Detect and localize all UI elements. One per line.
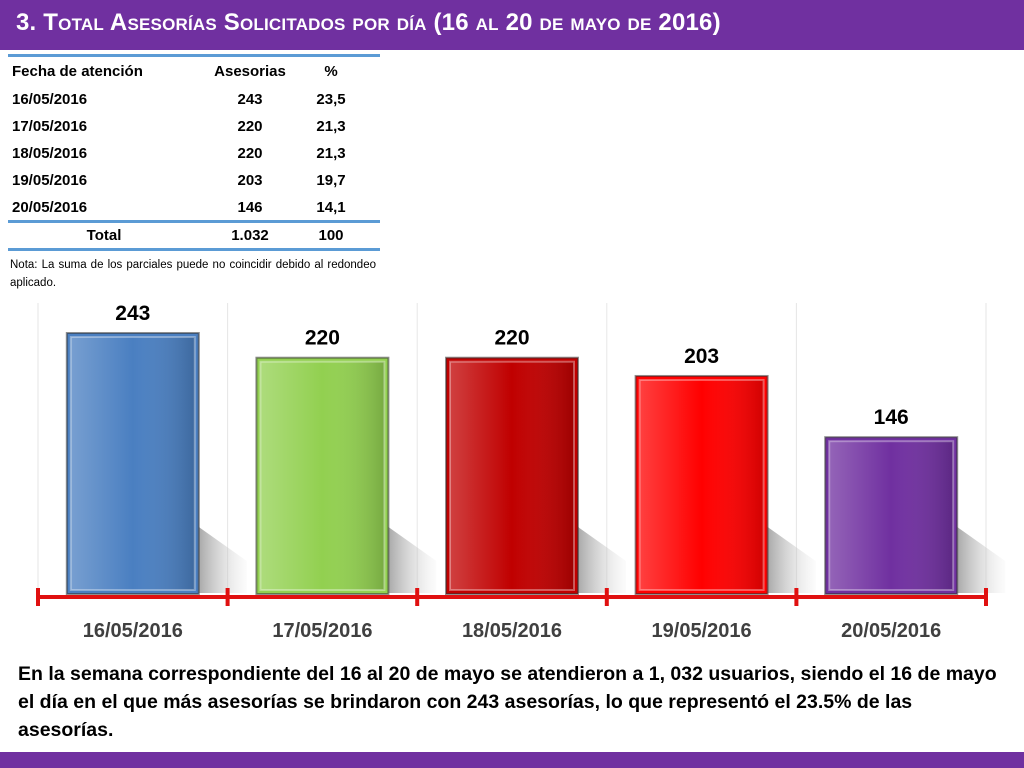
summary-table: Fecha de atención Asesorias % 16/05/2016… [8,54,380,251]
cell-percent: 21,3 [316,145,346,162]
cell-date: 17/05/2016 [12,118,88,135]
category-label: 20/05/2016 [841,620,941,642]
table-row: 20/05/2016 146 14,1 [8,193,380,220]
header-fecha: Fecha de atención [12,63,143,80]
category-label: 16/05/2016 [83,620,183,642]
bar-bevel [638,378,765,591]
cell-date: 19/05/2016 [12,172,88,189]
page-title: 3. Total Asesorías Solicitados por día (… [16,9,721,36]
total-count: 1.032 [231,227,269,244]
total-percent: 100 [318,227,344,244]
bar-chart: 243 16/05/2016 220 17/05/2016 220 18/05/2016 2… [36,302,1006,642]
data-label: 203 [684,345,719,368]
cell-date: 16/05/2016 [12,91,88,108]
bar-shadow [578,527,626,593]
cell-date: 20/05/2016 [12,199,88,216]
table-total-row: Total 1.032 100 [8,220,380,251]
data-label: 220 [305,327,340,350]
bar-shadow [957,527,1006,593]
table-row: 18/05/2016 220 21,3 [8,139,380,166]
bottom-bar [0,752,1024,768]
cell-count: 220 [237,145,263,162]
cell-percent: 23,5 [316,91,346,108]
bar-shadow [767,527,816,593]
data-label: 243 [115,302,150,325]
data-label: 146 [874,406,909,429]
category-label: 19/05/2016 [652,620,752,642]
data-label: 220 [494,327,529,350]
category-label: 18/05/2016 [462,620,562,642]
cell-percent: 14,1 [316,199,346,216]
cell-count: 146 [237,199,263,216]
bar-bevel [828,440,955,591]
category-label: 17/05/2016 [272,620,372,642]
summary-paragraph: En la semana correspondiente del 16 al 2… [18,663,997,741]
table-header-row: Fecha de atención Asesorias % [8,54,380,85]
header-percent: % [324,63,338,80]
cell-percent: 21,3 [316,118,346,135]
cell-date: 18/05/2016 [12,145,88,162]
header-asesorias: Asesorias [214,63,286,80]
cell-count: 220 [237,118,263,135]
bar-shadow [388,527,437,593]
title-bar: 3. Total Asesorías Solicitados por día (… [0,0,1024,50]
cell-count: 203 [237,172,263,189]
bar-shadow [198,527,247,593]
table-row: 17/05/2016 220 21,3 [8,112,380,139]
table-note: Nota: La suma de los parciales puede no … [10,259,376,289]
total-label: Total [86,227,122,244]
cell-percent: 19,7 [316,172,346,189]
bar-bevel [259,360,386,591]
bar-bevel [449,360,575,591]
cell-count: 243 [237,91,263,108]
bar-bevel [69,336,196,591]
table-row: 16/05/2016 243 23,5 [8,85,380,112]
table-row: 19/05/2016 203 19,7 [8,166,380,193]
